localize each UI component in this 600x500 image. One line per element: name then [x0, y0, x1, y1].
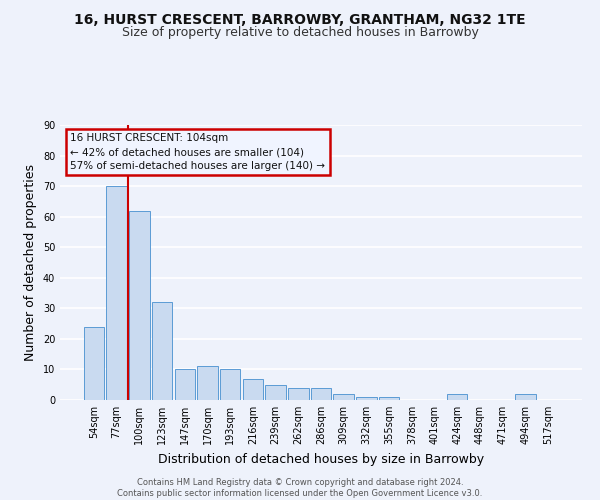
- Bar: [334, 394, 354, 400]
- Bar: [175, 370, 195, 400]
- Bar: [447, 394, 467, 400]
- X-axis label: Distribution of detached houses by size in Barrowby: Distribution of detached houses by size …: [158, 452, 484, 466]
- Bar: [84, 326, 104, 400]
- Y-axis label: Number of detached properties: Number of detached properties: [24, 164, 37, 361]
- Text: 16, HURST CRESCENT, BARROWBY, GRANTHAM, NG32 1TE: 16, HURST CRESCENT, BARROWBY, GRANTHAM, …: [74, 12, 526, 26]
- Bar: [265, 384, 286, 400]
- Bar: [311, 388, 331, 400]
- Bar: [379, 397, 400, 400]
- Text: 16 HURST CRESCENT: 104sqm
← 42% of detached houses are smaller (104)
57% of semi: 16 HURST CRESCENT: 104sqm ← 42% of detac…: [70, 133, 325, 171]
- Bar: [106, 186, 127, 400]
- Bar: [129, 210, 149, 400]
- Bar: [288, 388, 308, 400]
- Bar: [515, 394, 536, 400]
- Bar: [242, 378, 263, 400]
- Bar: [197, 366, 218, 400]
- Bar: [152, 302, 172, 400]
- Bar: [220, 370, 241, 400]
- Bar: [356, 397, 377, 400]
- Text: Contains HM Land Registry data © Crown copyright and database right 2024.
Contai: Contains HM Land Registry data © Crown c…: [118, 478, 482, 498]
- Text: Size of property relative to detached houses in Barrowby: Size of property relative to detached ho…: [122, 26, 478, 39]
